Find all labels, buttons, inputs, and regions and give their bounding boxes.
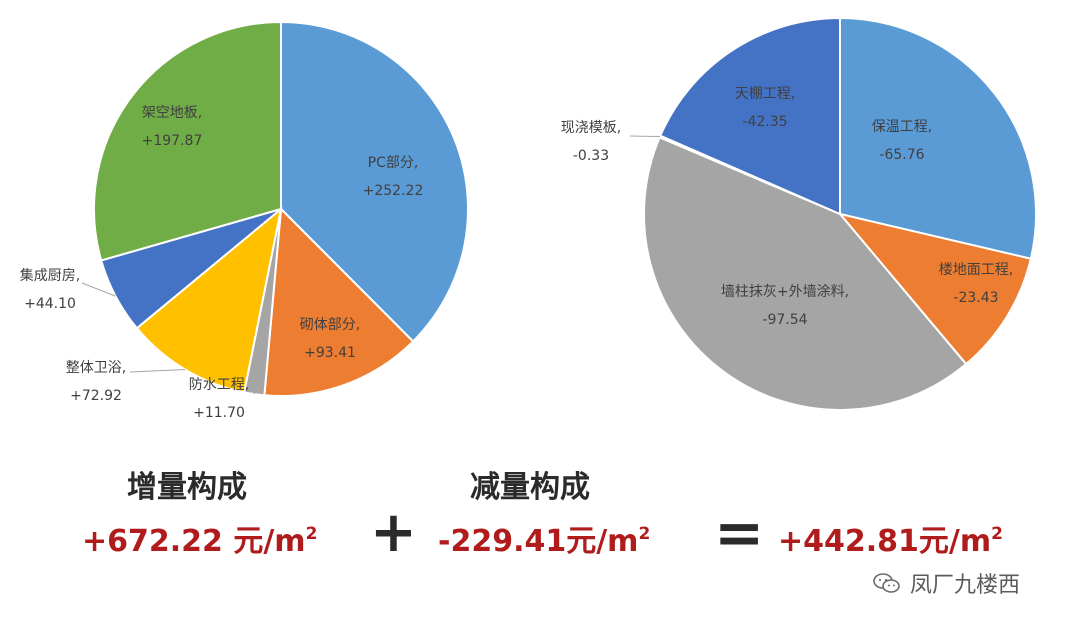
pie1-label-4: 集成厨房, [20,267,80,284]
increase-pie-chart [93,20,470,397]
pie2-value-0: -65.76 [879,147,924,163]
decrease-pie-chart [643,16,1038,411]
pie1-value-2: +11.70 [193,405,245,421]
pie1-label-2: 防水工程, [189,377,249,393]
pie1-slice-5 [93,20,282,262]
decrease-heading: 减量构成 [470,470,590,505]
increase-pie-labels: PC部分, +252.22 砌体部分, +93.41 防水工程, +11.70 整体卫浴, +… [20,105,424,421]
pie1-label-3: 整体卫浴, [66,360,126,376]
decrease-pie-labels: 保温工程, -65.76 楼地面工程, -23.43 墙柱抹灰+外墙涂料, -97.54 现… [561,86,1013,328]
pie2-leader-line-3 [629,135,661,137]
pie2-value-3: -0.33 [573,148,609,164]
wechat-icon [873,573,900,593]
pie1-slice-0 [280,20,470,343]
pie2-label-3: 现浇模板, [561,120,621,136]
watermark-text: 凤厂九楼西 [910,573,1021,598]
pie1-label-0: PC部分, [368,155,419,171]
pie1-slice-1 [263,206,415,397]
plus-sign: + [370,500,417,565]
pie2-label-0: 保温工程, [872,119,932,135]
pie2-label-2: 墙柱抹灰+外墙涂料, [721,284,849,300]
pie2-label-4: 天棚工程, [735,86,795,102]
watermark: 凤厂九楼西 [872,567,1020,599]
decrease-total: -229.41元/m2 [438,524,651,559]
equals-sign: = [714,498,765,568]
pie2-value-4: -42.35 [742,114,787,130]
pie1-value-4: +44.10 [24,296,76,312]
pie2-slice-0 [839,16,1038,260]
pie1-leader-line-2 [253,383,259,395]
pie2-slice-4 [658,16,841,216]
pie2-slice-1 [837,212,1033,366]
pie1-leader-line-4 [81,282,116,297]
pie1-value-5: +197.87 [142,133,203,149]
pie1-leader-line-3 [129,369,186,373]
net-total: +442.81元/m2 [778,524,1003,559]
pie2-label-1: 楼地面工程, [939,262,1013,278]
pie1-label-5: 架空地板, [142,105,202,121]
pie2-value-2: -97.54 [762,312,807,328]
pie1-label-1: 砌体部分, [300,317,360,333]
pie2-value-1: -23.43 [953,290,998,306]
pie1-value-3: +72.92 [70,388,122,404]
pie2-slice-2 [643,136,968,411]
pie1-value-0: +252.22 [363,183,424,199]
increase-heading: 增量构成 [127,470,247,505]
increase-total: +672.22 元/m2 [82,524,318,559]
pie1-value-1: +93.41 [304,345,356,361]
